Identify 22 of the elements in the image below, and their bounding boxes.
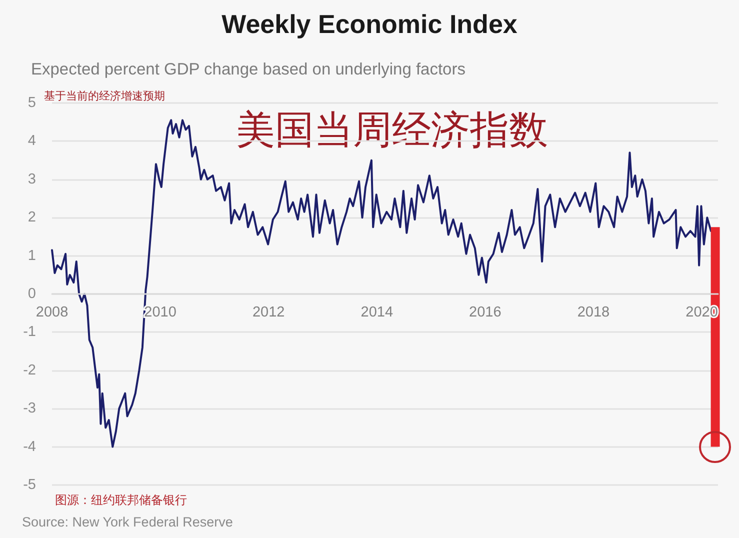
y-tick-label: -3	[23, 400, 36, 417]
y-tick-label: 1	[28, 248, 36, 264]
y-tick-label: 3	[28, 171, 36, 188]
y-tick-label: 4	[28, 133, 36, 150]
y-tick-label: 0	[28, 286, 36, 302]
y-tick-label: -2	[23, 362, 36, 378]
y-tick-label: 5	[28, 95, 36, 111]
x-tick-label: 2014	[360, 304, 394, 320]
annotation: 美国当周经济指数	[236, 109, 548, 152]
chart-title: Weekly Economic Index	[222, 9, 518, 39]
source-note: Source: New York Federal Reserve	[22, 514, 233, 530]
chart-subtitle: Expected percent GDP change based on underlying factors	[31, 60, 466, 78]
x-tick-label: 2012	[252, 304, 285, 320]
y-tick-label: -5	[23, 477, 36, 493]
y-tick-label: 2	[28, 210, 36, 226]
y-tick-label: -1	[23, 324, 36, 340]
y-axis-title: 基于当前的经济增速预期	[44, 90, 165, 102]
x-tick-label: 2008	[36, 304, 68, 320]
text: 图源：纽约联邦储备银行	[55, 493, 187, 507]
x-tick-label: 2016	[469, 304, 502, 320]
y-tick-label: -4	[23, 438, 36, 455]
x-tick-label: 2018	[577, 304, 610, 320]
